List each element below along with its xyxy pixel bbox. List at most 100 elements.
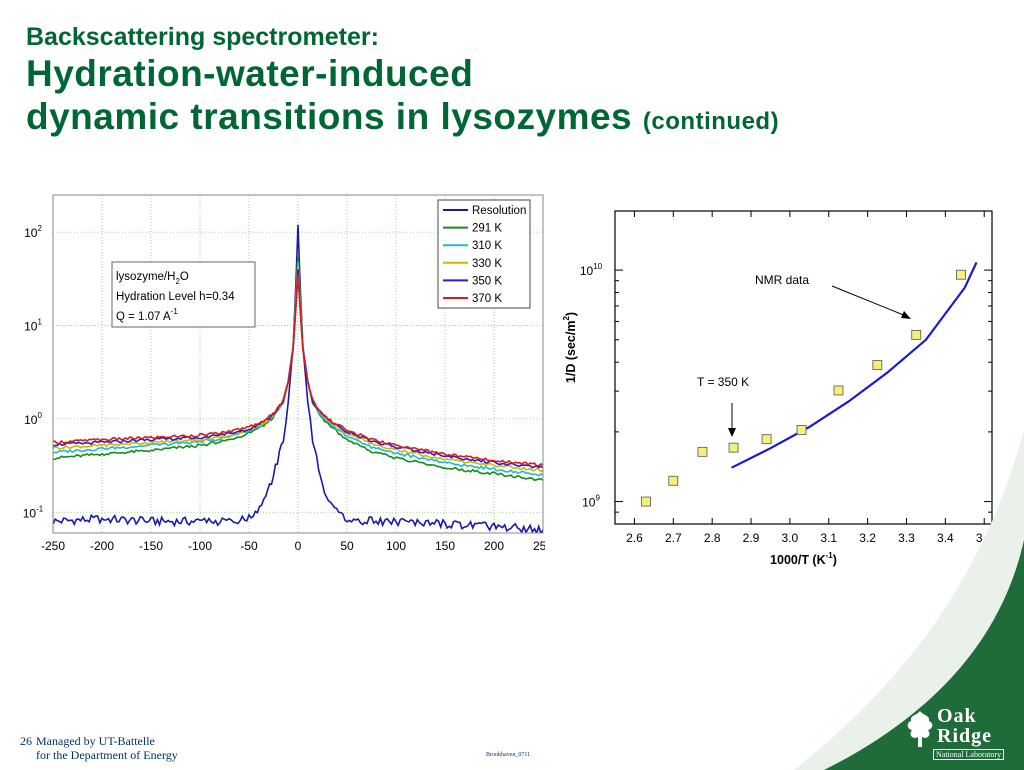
legend-label: 291 K [472,223,502,235]
series-line-350-k [53,269,543,469]
plot-frame [52,194,544,534]
x-tick-label: 3.2 [859,531,876,545]
annotation-line1-a: lysozyme/H [116,271,175,283]
annotation-temperature-arrowhead [728,428,736,437]
y-tick-label: 109 [582,494,600,510]
y-tick-base: 10 [23,506,37,520]
x-axis-label: 1000/T (K-1) [770,551,837,567]
x-tick-label: 3.0 [782,531,799,545]
x-tick-label: 200 [484,539,504,553]
legend-label: Resolution [472,205,526,217]
slide-title-suffix: (continued) [642,108,780,135]
data-point [697,446,708,457]
data-point [641,496,651,507]
deco-front-swoosh [824,540,1024,770]
legend-label: 310 K [472,240,502,252]
annotation-line1-b: O [180,271,189,283]
y-axis-label: 1/D (sec/m2) [562,312,578,383]
diffusion-chart: 2.6 2.7 2.8 2.9 3.0 3.1 3.2 3.3 3.4 3.51010109100… [562,210,993,567]
series-line-291-k [53,256,543,482]
footer-line2: for the Department of Energy [36,748,178,762]
annotation-line2: Hydration Level h=0.34 [116,291,235,303]
legend-label: 330 K [472,258,502,270]
y-tick-label: 100 [24,411,42,427]
y-tick-label: 102 [24,224,42,240]
y-tick-base: 10 [24,226,38,240]
series-line-370-k [53,273,543,467]
y-tick-base: 10 [582,496,596,510]
y-tick-base: 10 [580,264,594,278]
slide-number: 26 [20,734,32,748]
annotation-nmr: NMR data [755,273,809,287]
x-tick-label: -250 [41,539,65,553]
data-point [761,434,772,445]
x-axis-label-sup: -1 [826,551,834,560]
slide-title-block: Backscattering spectrometer: Hydration-w… [26,22,779,143]
x-tick-label: 150 [435,539,455,553]
x-tick-label: 2.9 [743,531,760,545]
y-tick-label: 1010 [580,262,603,278]
legend-box [437,199,531,309]
fit-curve [731,261,978,469]
annotation-line3-sup: -1 [171,307,179,316]
y-tick-exponent: -1 [36,504,44,513]
x-tick-label: -50 [240,539,258,553]
y-tick-exponent: 1 [37,318,42,327]
y-tick-exponent: 9 [595,494,600,503]
logo-word-oak: Oak [937,705,977,727]
x-tick-label: 2.6 [626,531,643,545]
annotation-line3-a: Q = 1.07 A [116,311,171,323]
x-tick-label: 2.7 [665,531,682,545]
x-tick-label: 3.4 [937,531,954,545]
series-line-330-k [53,265,543,473]
annotation-box [111,261,256,328]
x-tick-label: 3.1 [820,531,837,545]
annotation-nmr-arrow-line [831,285,907,317]
x-tick-label: 2.8 [704,531,721,545]
y-tick-base: 10 [24,413,38,427]
slide-title-line2-text: dynamic transitions in lysozymes [26,96,633,137]
data-point [956,269,966,280]
y-tick-exponent: 0 [37,411,42,420]
ornl-logo: Oak Ridge National Laboratory [905,705,1015,763]
x-tick-label: 0 [295,539,302,553]
series-line-310-k [53,261,543,477]
x-tick-label: 250 [533,539,545,553]
annotation-line1-sub: 2 [175,277,180,286]
legend-label: 370 K [472,293,502,305]
y-tick-exponent: 2 [37,224,42,233]
x-tick-label: 50 [340,539,354,553]
slide-title-line1: Hydration-water-induced [26,53,474,94]
data-point [872,360,883,370]
footer-left: 26 Managed by UT-Battelle for the Departm… [20,734,178,762]
x-tick-label: -100 [188,539,212,553]
x-axis-label-end: ) [833,553,837,567]
series-group [53,224,543,533]
x-tick-label: 100 [386,539,406,553]
data-point [728,442,739,453]
y-tick-base: 10 [24,320,38,334]
x-tick-label: -150 [139,539,163,553]
logo-word-national-laboratory: National Laboratory [933,749,1005,760]
annotation-line3: Q = 1.07 A-1 [116,307,178,323]
y-axis-label-end: ) [564,312,578,316]
slide-title-line2: dynamic transitions in lysozymes (contin… [26,95,779,143]
x-tick-label: -200 [90,539,114,553]
legend-label: 350 K [472,275,502,287]
data-point [668,475,679,486]
data-point [833,385,844,396]
y-tick-exponent: 10 [593,262,602,271]
x-tick-label: 3.3 [898,531,915,545]
y-axis-label-sup: 2 [562,316,571,321]
slide-subtitle: Backscattering spectrometer: [26,23,379,51]
x-axis-label-text: 1000/T (K [770,553,826,567]
footer-line1: Managed by UT-Battelle [36,734,155,748]
spectra-chart: -250-200-150-100-50050100150200250102101… [23,194,545,553]
series-line-resolution [53,224,543,533]
annotation-temperature: T = 350 K [697,375,749,389]
y-axis-label-text: 1/D (sec/m [564,321,578,384]
annotation-nmr-arrowhead [901,311,911,319]
y-tick-label: 101 [24,318,42,334]
data-point [796,424,807,435]
oak-leaf-icon [907,711,933,747]
